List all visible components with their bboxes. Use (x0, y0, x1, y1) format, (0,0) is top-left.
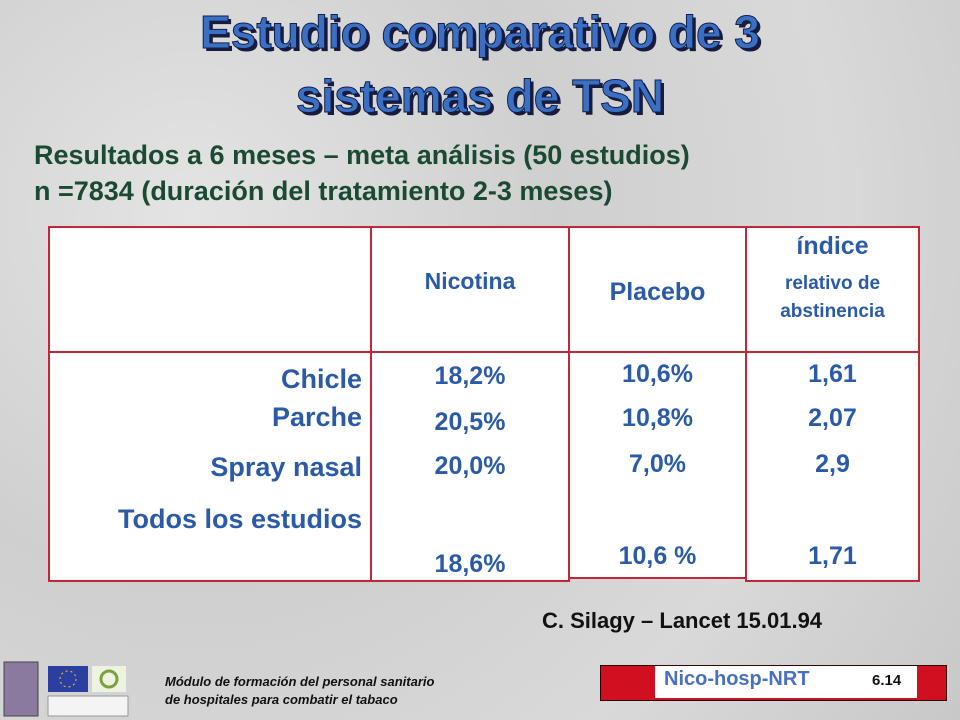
table-cell: 1,61 (808, 360, 857, 388)
table-cell: 18,2% (434, 362, 506, 390)
subtitle-line: Resultados a 6 meses – meta análisis (50… (34, 140, 690, 170)
row-label: Todos los estudios (117, 504, 362, 534)
column-panel (745, 226, 920, 582)
row-label: Parche (271, 402, 362, 432)
column-header: Nicotina (424, 268, 516, 294)
subtitle-line: n =7834 (duración del tratamiento 2-3 me… (34, 176, 613, 206)
column-panel (370, 226, 570, 582)
column-header: índice (796, 232, 869, 260)
title-line: Estudio comparativo de 3 (200, 6, 761, 59)
table-cell: 1,71 (808, 542, 857, 570)
table-cell: 2,9 (815, 450, 850, 478)
module-line: de hospitales para combatir el tabaco (165, 692, 398, 707)
row-label: Chicle (280, 364, 362, 394)
eu-stars (59, 670, 77, 688)
footer-code: Nico-hosp-NRT (664, 668, 810, 690)
table-cell: 2,07 (808, 404, 857, 432)
page-number: 6.14 (872, 672, 902, 689)
citation: C. Silagy – Lancet 15.01.94 (542, 608, 823, 633)
table-cell: 10,8% (622, 404, 693, 432)
module-line: Módulo de formación del personal sanitar… (165, 674, 435, 689)
eu-flag (48, 666, 88, 692)
logos (3, 661, 129, 717)
logo (47, 695, 129, 717)
header-divider (48, 351, 920, 353)
footer-box (655, 666, 917, 698)
table-cell: 18,6% (434, 550, 506, 578)
table-cell: 7,0% (629, 450, 686, 478)
table-cell: 20,5% (434, 408, 506, 436)
logo-mark (99, 669, 119, 689)
column-header: Placebo (609, 278, 706, 306)
table-cell: 10,6% (622, 360, 693, 388)
logo (3, 661, 39, 717)
title-line: sistemas de TSN (295, 70, 665, 123)
label-panel (48, 226, 372, 582)
row-label: Spray nasal (210, 452, 362, 482)
column-subheader: relativo de abstinencia (780, 273, 885, 322)
table-cell: 20,0% (434, 452, 506, 480)
column-panel (568, 226, 747, 579)
table-cell: 10,6 % (618, 542, 697, 570)
